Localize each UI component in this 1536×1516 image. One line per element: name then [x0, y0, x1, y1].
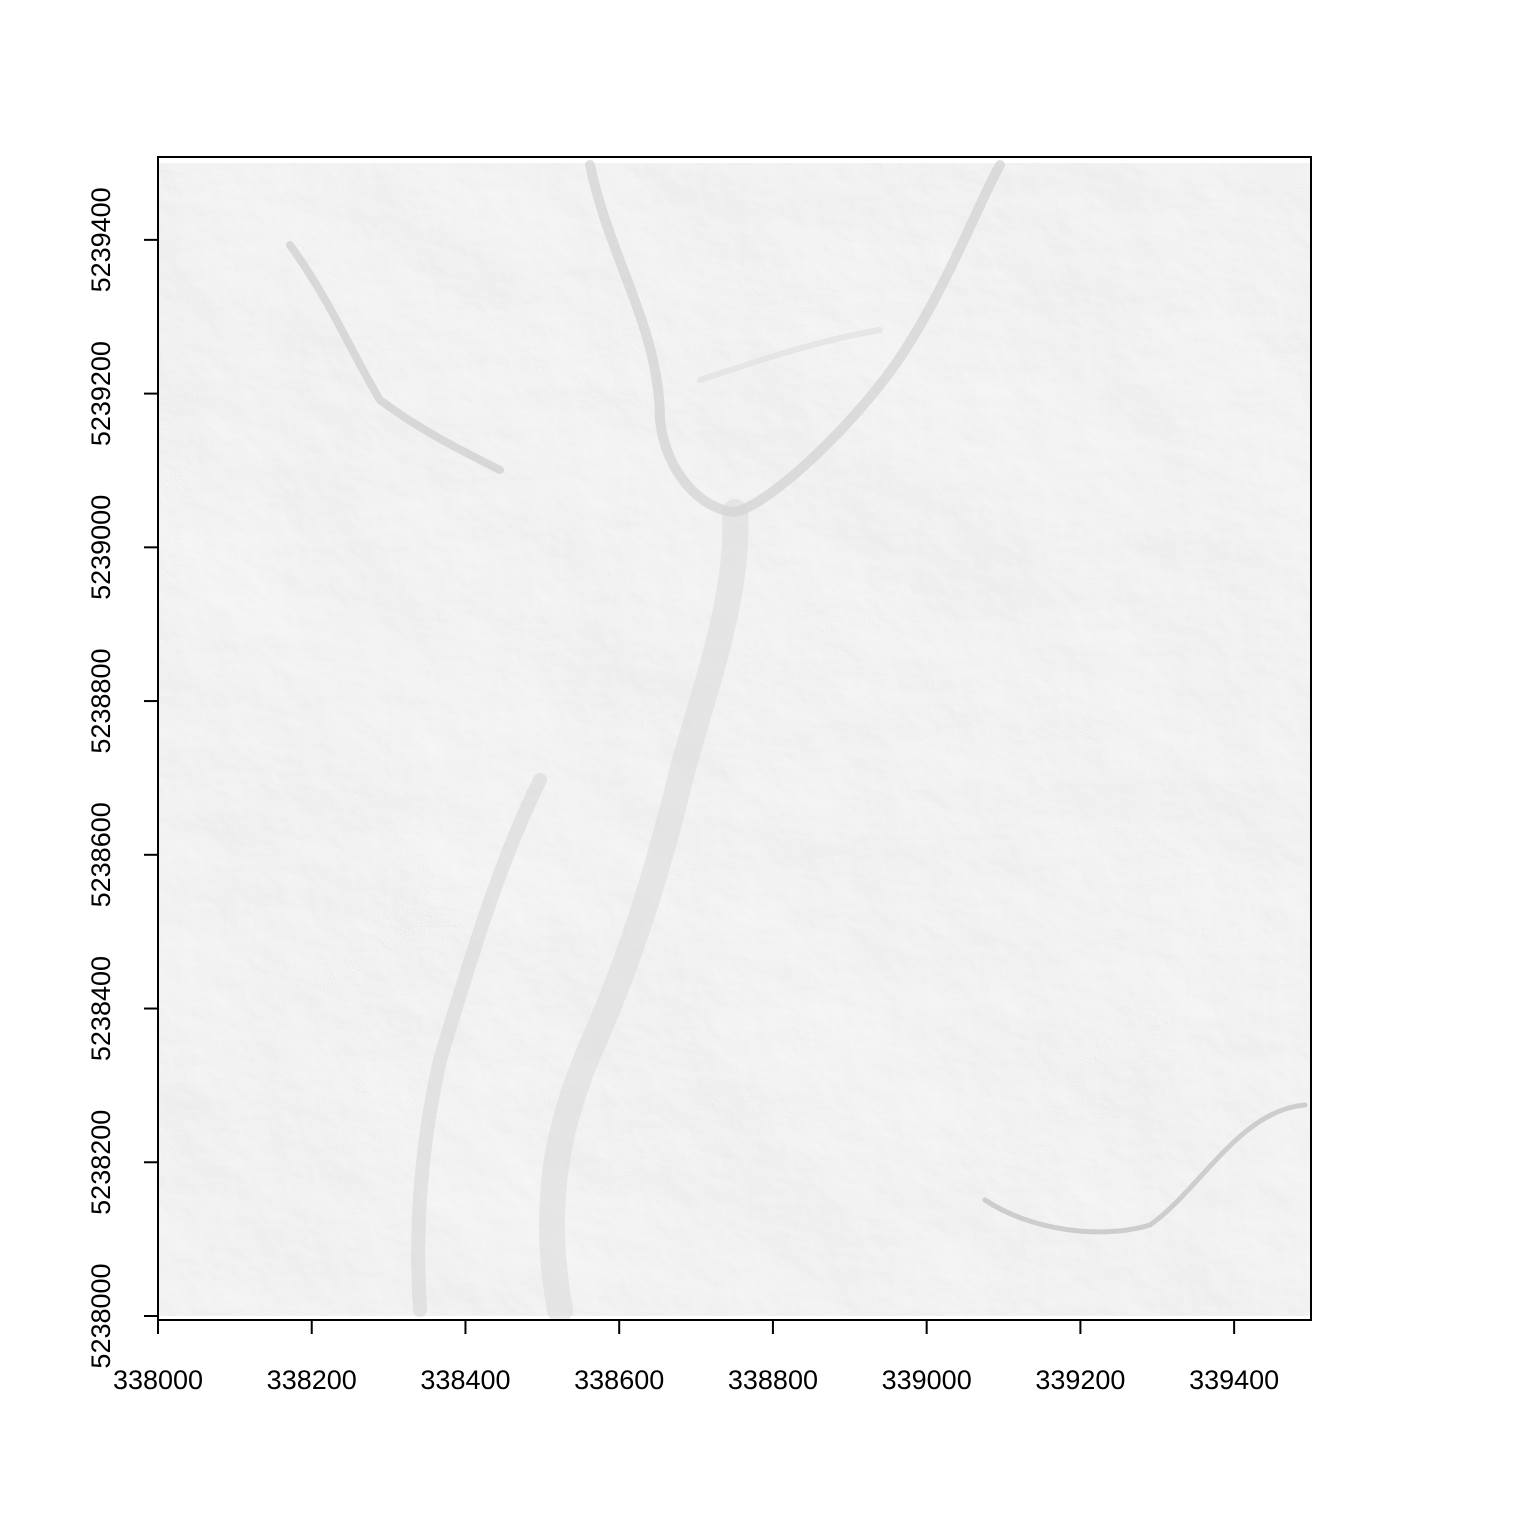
y-tick-label: 5238800	[86, 649, 116, 754]
x-tick-label: 339000	[882, 1365, 972, 1395]
y-axis: 5238000 5238200 5238400 5238600 5238800 52390…	[86, 187, 159, 1369]
y-tick-label: 5239400	[86, 187, 116, 292]
x-tick-label: 338200	[267, 1365, 357, 1395]
drainage-features	[286, 160, 1308, 1320]
x-tick-label: 338600	[574, 1365, 664, 1395]
y-tick-label: 5238400	[86, 956, 116, 1061]
x-axis: 338000 338200 338400 338600 338800 339000 3392…	[113, 1319, 1279, 1395]
x-tick-label: 338800	[728, 1365, 818, 1395]
x-tick-label: 338400	[420, 1365, 510, 1395]
hillshade-raster	[158, 160, 1311, 1320]
y-tick-label: 5239000	[86, 495, 116, 600]
x-tick-label: 338000	[113, 1365, 203, 1395]
x-tick-label: 339400	[1189, 1365, 1279, 1395]
x-tick-label: 339200	[1035, 1365, 1125, 1395]
y-tick-label: 5239200	[86, 341, 116, 446]
y-tick-label: 5238600	[86, 802, 116, 907]
y-tick-label: 5238200	[86, 1110, 116, 1215]
y-tick-label: 5238000	[86, 1263, 116, 1368]
